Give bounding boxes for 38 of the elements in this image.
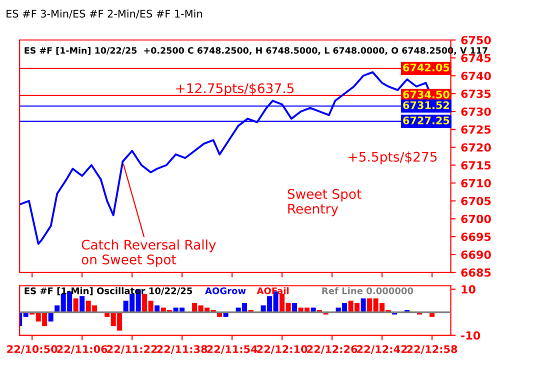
x-tick-label: 22/11:22 xyxy=(107,345,157,354)
y-tick-label: 6745 xyxy=(461,54,491,62)
ref-line-label: Ref Line 0.000000 xyxy=(322,287,414,294)
y-tick-label: 10 xyxy=(462,285,476,294)
y-tick-label: 6700 xyxy=(461,214,491,224)
series-label: AOFail xyxy=(256,287,289,294)
x-tick-label: 22/12:26 xyxy=(307,345,358,354)
y-tick-label: 6725 xyxy=(461,125,491,134)
text: ES #F 3-Min/ES #F 2-Min/ES #F 1-Min xyxy=(6,10,202,18)
annotation: +12.75pts/$637.5 xyxy=(176,83,294,96)
x-tick-label: 22/10:50 xyxy=(7,345,58,354)
ref-line-label: 6734.50 xyxy=(403,90,450,98)
x-tick-label: 22/11:06 xyxy=(57,345,108,354)
annotation: Catch Reversal Rally on Sweet Spot xyxy=(82,239,216,268)
x-tick-label: 22/12:42 xyxy=(357,345,407,354)
y-tick-label: 6730 xyxy=(461,107,491,116)
ref-line-label: 6731.52 xyxy=(403,101,450,110)
y-tick-label: -10 xyxy=(461,331,480,340)
y-tick-label: 6735 xyxy=(461,90,491,98)
y-tick-label: 6685 xyxy=(461,268,491,277)
y-tick-label: 6690 xyxy=(461,250,491,259)
y-tick-label: 6750 xyxy=(461,36,491,44)
series-label: AOGrow xyxy=(205,287,246,294)
ref-line-label: 6742.05 xyxy=(403,64,450,72)
y-tick-label: 6705 xyxy=(461,196,491,206)
y-tick-label: 6695 xyxy=(461,232,491,242)
annotation: +5.5pts/$275 xyxy=(348,152,437,164)
y-tick-label: 6715 xyxy=(461,161,491,170)
annotation: Sweet Spot Reentry xyxy=(288,188,362,216)
y-tick-label: 6740 xyxy=(461,72,491,80)
x-tick-label: 22/11:54 xyxy=(207,345,258,354)
y-tick-label: 6710 xyxy=(461,179,491,188)
x-tick-label: 22/11:38 xyxy=(157,345,208,354)
ref-line-label: 6727.25 xyxy=(403,116,450,124)
x-tick-label: 22/12:10 xyxy=(257,345,308,354)
y-tick-label: 6720 xyxy=(461,143,491,152)
x-tick-label: 22/12:58 xyxy=(407,345,458,354)
chart-title: ES #F [1-Min] Oscillator 10/22/25 xyxy=(24,287,192,296)
